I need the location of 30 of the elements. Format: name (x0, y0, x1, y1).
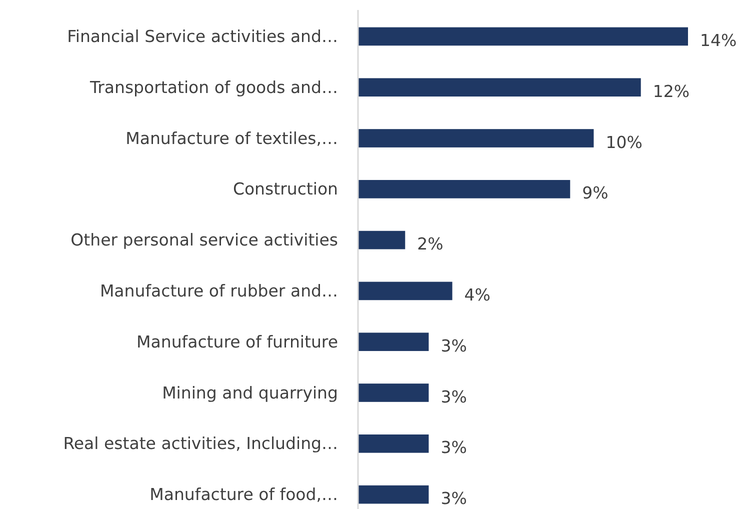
bar (358, 384, 429, 402)
bar (358, 180, 570, 198)
y-tick-label: Real estate activities, Including… (63, 434, 338, 454)
data-label: 3% (440, 489, 467, 508)
bar (358, 282, 452, 300)
bar (358, 78, 641, 97)
data-label: 3% (440, 438, 467, 458)
data-label: 12% (652, 82, 690, 101)
y-tick-label: Mining and quarrying (162, 383, 338, 402)
y-tick-label: Transportation of goods and… (88, 78, 338, 97)
bar (358, 230, 406, 250)
data-label: 2% (417, 234, 444, 254)
y-tick-label: Construction (232, 180, 338, 199)
data-label: 14% (700, 30, 737, 50)
y-tick-label: Financial Service activities and… (67, 26, 338, 46)
bar (358, 485, 429, 504)
y-tick-label: Manufacture of textiles,… (126, 128, 338, 148)
y-tick-label: Other personal service activities (70, 230, 338, 250)
data-label: 3% (440, 387, 467, 406)
y-tick-label: Manufacture of rubber and… (100, 281, 338, 300)
y-tick-label: Manufacture of food,… (150, 485, 338, 504)
bar (358, 129, 594, 148)
bar (358, 332, 429, 352)
data-label: 9% (582, 184, 608, 203)
y-tick-label: Manufacture of furniture (136, 332, 338, 352)
data-label: 4% (464, 285, 490, 304)
data-label: 10% (606, 132, 642, 152)
bar (358, 434, 429, 453)
bar (358, 27, 688, 46)
data-label: 3% (440, 336, 467, 356)
